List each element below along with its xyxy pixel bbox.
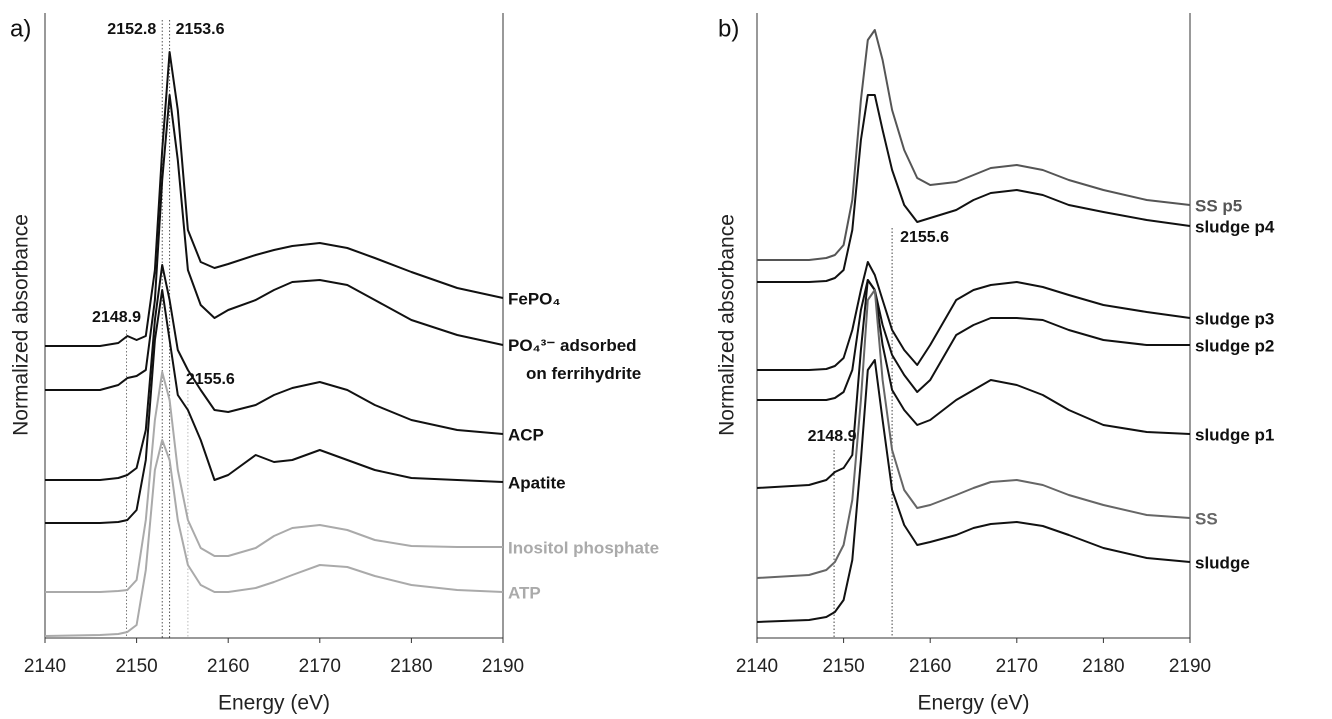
x-tick-label: 2160 [909,656,951,677]
panel-label: a) [10,15,31,42]
x-axis-title: Energy (eV) [917,692,1029,715]
spectrum-line [756,359,1191,623]
x-tick-label: 2180 [390,656,432,677]
spectrum-line [44,439,504,637]
annotation: 2148.9 [92,309,141,326]
x-tick-label: 2160 [207,656,249,677]
x-tick-label: 2150 [822,656,864,677]
x-tick-label: 2170 [299,656,341,677]
annotation: 2155.6 [900,229,949,246]
annotation: 2153.6 [176,21,225,38]
panel-label: b) [718,15,739,42]
y-axis-title: Normalized absorbance [10,214,33,436]
spectrum-line [757,29,1191,261]
axis-frame [756,13,1191,639]
x-axis-title: Energy (eV) [218,692,330,715]
spectrum-line [45,51,504,347]
series-label: FePO₄ [508,289,561,308]
x-tick-label: 2190 [1169,656,1211,677]
series-label: Inositol phosphate [508,538,659,557]
series-label: Apatite [508,473,566,492]
series-label: sludge p2 [1195,336,1274,355]
annotation: 2148.9 [808,428,857,445]
x-tick-label: 2190 [482,656,524,677]
x-tick-label: 2170 [996,656,1038,677]
spectrum-line [45,94,504,391]
spectrum-line [45,264,504,481]
series-label: PO₄³⁻ adsorbed on ferrihydrite [508,336,641,383]
x-tick-label: 2140 [24,656,66,677]
y-axis-title: Normalized absorbance [716,214,739,436]
x-tick-label: 2150 [115,656,157,677]
spectrum-line [757,261,1191,371]
series-label: ACP [508,425,544,444]
series-label: sludge [1195,553,1250,572]
series-label: SS [1195,509,1218,528]
series-label: sludge p1 [1195,425,1274,444]
spectrum-line [756,289,1191,579]
annotation: 2155.6 [186,371,235,388]
spectrum-line [45,289,504,524]
series-label: SS p5 [1195,196,1242,215]
spectrum-line [45,371,503,593]
series-label: sludge p4 [1195,217,1275,236]
series-label: sludge p3 [1195,309,1274,328]
annotation: 2152.8 [107,21,156,38]
spectrum-line [757,279,1190,401]
spectrum-line [756,279,1191,489]
series-label-line: on ferrihydrite [526,364,641,383]
x-tick-label: 2180 [1082,656,1124,677]
x-tick-label: 2140 [736,656,778,677]
series-label-line: PO₄³⁻ adsorbed [508,336,641,355]
axis-frame [44,13,504,639]
series-label: ATP [508,583,541,602]
spectrum-line [757,94,1191,283]
